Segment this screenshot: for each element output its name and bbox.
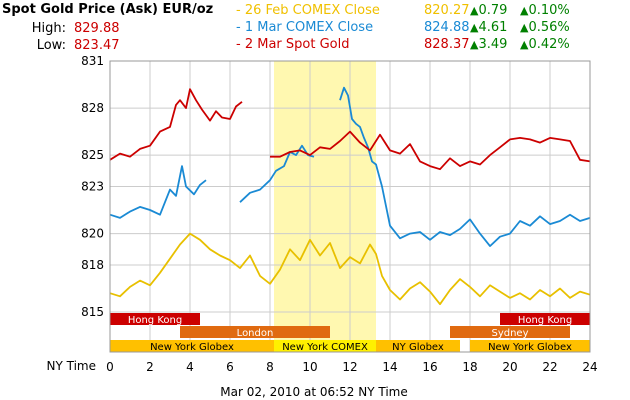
chart-timestamp: Mar 02, 2010 at 06:52 NY Time [220, 385, 407, 399]
y-tick-label: 823 [81, 180, 104, 194]
x-axis-label: NY Time [47, 359, 97, 373]
up-arrow-icon: ▲ [470, 38, 479, 51]
low-label: Low: [36, 38, 66, 53]
session-label: Hong Kong [518, 315, 572, 326]
x-tick-label: 14 [382, 360, 397, 374]
legend-pct-mar1: ▲0.56% [520, 20, 570, 35]
low-value: 823.47 [74, 38, 120, 53]
session-label: New York Globex [488, 342, 572, 353]
series-line [109, 88, 243, 161]
series-line [239, 144, 315, 203]
legend-change-feb26: ▲0.79 [470, 3, 508, 18]
session-bar [110, 313, 200, 325]
x-tick-label: 8 [266, 360, 274, 374]
x-tick-label: 18 [462, 360, 477, 374]
session-label: New York Globex [150, 342, 234, 353]
session-bar [180, 326, 330, 338]
x-tick-label: 2 [146, 360, 154, 374]
series-line [270, 130, 591, 171]
session-bar [110, 340, 274, 352]
legend-label-feb26: - 26 Feb COMEX Close [236, 3, 380, 18]
session-label: Sydney [491, 328, 528, 339]
high-label: High: [31, 21, 66, 36]
y-tick-label: 831 [81, 54, 104, 68]
high-value: 829.88 [74, 21, 120, 36]
up-arrow-icon: ▲ [470, 21, 479, 34]
comex-hours-highlight [274, 61, 376, 351]
series-line [109, 232, 591, 306]
x-tick-label: 16 [422, 360, 437, 374]
session-label: Hong Kong [128, 315, 182, 326]
up-arrow-icon: ▲ [520, 38, 529, 51]
legend-pct-feb26: ▲0.10% [520, 3, 570, 18]
legend-change-mar2: ▲3.49 [470, 37, 508, 52]
x-tick-label: 6 [226, 360, 234, 374]
y-tick-label: 815 [81, 305, 104, 319]
up-arrow-icon: ▲ [470, 4, 479, 17]
x-tick-label: 10 [302, 360, 317, 374]
legend-change-mar1: ▲4.61 [470, 20, 508, 35]
legend-value-feb26: 820.27 [424, 3, 470, 18]
session-bar [376, 340, 460, 352]
session-label: NY Globex [392, 342, 444, 353]
up-arrow-icon: ▲ [520, 4, 529, 17]
x-tick-label: 22 [542, 360, 557, 374]
up-arrow-icon: ▲ [520, 21, 529, 34]
x-tick-label: 0 [106, 360, 114, 374]
y-tick-label: 820 [81, 227, 104, 241]
x-tick-label: 24 [582, 360, 597, 374]
legend-label-mar2: - 2 Mar Spot Gold [236, 37, 350, 52]
legend-label-mar1: - 1 Mar COMEX Close [236, 20, 374, 35]
series-line [339, 86, 591, 247]
session-bar [274, 340, 376, 352]
x-tick-label: 4 [186, 360, 194, 374]
plot-border [109, 60, 591, 353]
chart-title: Spot Gold Price (Ask) EUR/oz [2, 2, 214, 17]
x-tick-label: 12 [342, 360, 357, 374]
x-tick-label: 20 [502, 360, 517, 374]
legend-value-mar2: 828.37 [424, 37, 470, 52]
y-tick-label: 828 [81, 101, 104, 115]
y-tick-label: 825 [81, 148, 104, 162]
session-bar [470, 340, 590, 352]
session-bar [450, 326, 570, 338]
session-bar [500, 313, 590, 325]
session-label: New York COMEX [282, 342, 368, 353]
legend-pct-mar2: ▲0.42% [520, 37, 570, 52]
y-tick-label: 818 [81, 258, 104, 272]
legend-value-mar1: 824.88 [424, 20, 470, 35]
session-label: London [237, 328, 274, 339]
market-sessions: Hong Kong Hong Kong London Sydney New York G… [110, 313, 590, 353]
chart-series [109, 86, 591, 306]
series-line [109, 165, 207, 219]
